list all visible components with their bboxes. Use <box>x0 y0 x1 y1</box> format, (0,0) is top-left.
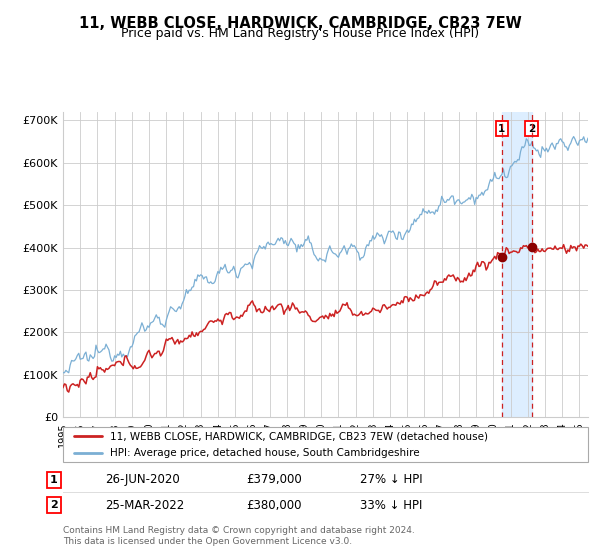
Text: Contains HM Land Registry data © Crown copyright and database right 2024.
This d: Contains HM Land Registry data © Crown c… <box>63 526 415 546</box>
Text: 1: 1 <box>498 124 505 134</box>
Text: Price paid vs. HM Land Registry's House Price Index (HPI): Price paid vs. HM Land Registry's House … <box>121 27 479 40</box>
Text: £380,000: £380,000 <box>246 498 302 512</box>
Text: 11, WEBB CLOSE, HARDWICK, CAMBRIDGE, CB23 7EW (detached house): 11, WEBB CLOSE, HARDWICK, CAMBRIDGE, CB2… <box>110 431 488 441</box>
Text: 1: 1 <box>50 475 58 485</box>
Bar <box>502 112 532 417</box>
Text: 33% ↓ HPI: 33% ↓ HPI <box>360 498 422 512</box>
FancyBboxPatch shape <box>63 427 588 462</box>
Text: 27% ↓ HPI: 27% ↓ HPI <box>360 473 422 487</box>
Text: 2: 2 <box>528 124 535 134</box>
Text: 11, WEBB CLOSE, HARDWICK, CAMBRIDGE, CB23 7EW: 11, WEBB CLOSE, HARDWICK, CAMBRIDGE, CB2… <box>79 16 521 31</box>
Text: £379,000: £379,000 <box>246 473 302 487</box>
Text: 2: 2 <box>50 500 58 510</box>
Text: 25-MAR-2022: 25-MAR-2022 <box>105 498 184 512</box>
Text: 26-JUN-2020: 26-JUN-2020 <box>105 473 180 487</box>
Text: HPI: Average price, detached house, South Cambridgeshire: HPI: Average price, detached house, Sout… <box>110 448 420 458</box>
